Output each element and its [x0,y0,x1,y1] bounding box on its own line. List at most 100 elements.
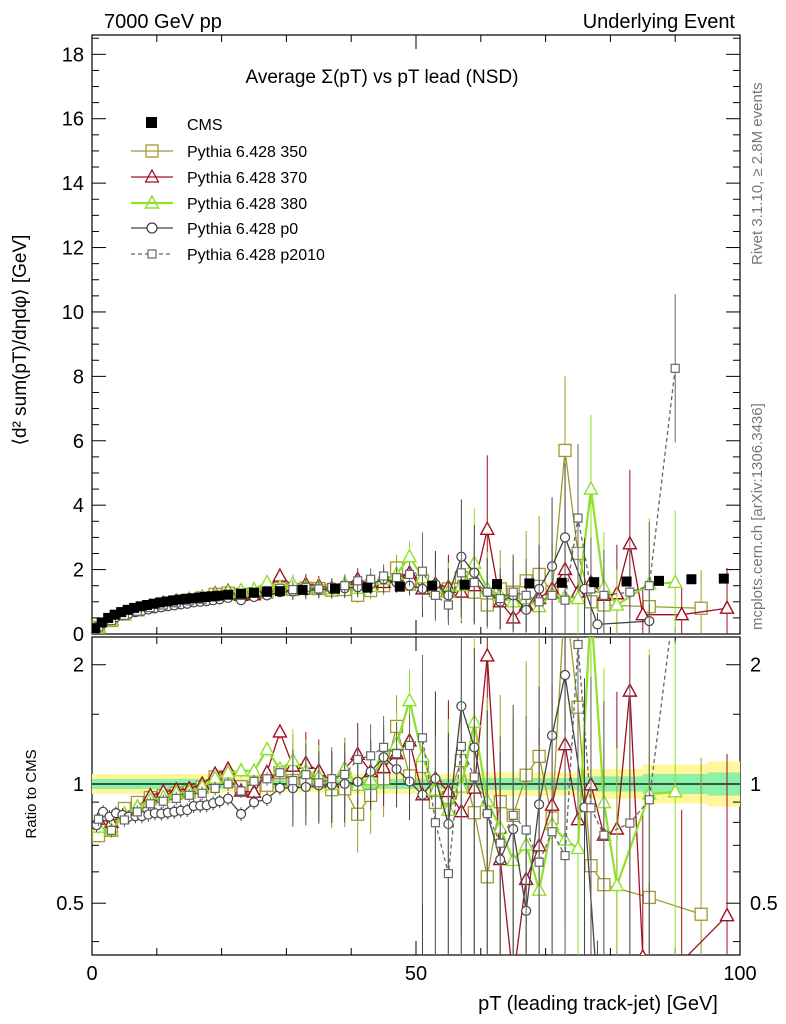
ratio-point-p2010 [547,827,557,837]
ratio-point-p0 [214,796,225,807]
point-370 [719,599,735,614]
legend-marker-380 [144,194,160,209]
point-cms [330,583,340,594]
mcplots-label: mcplots.cern.ch [arXiv:1306.3436] [749,403,766,630]
ratio-point-380 [233,762,249,777]
ratio-point-370 [479,647,495,662]
point-cms [200,591,211,602]
ratio-y-axis-label: Ratio to CMS [23,749,40,838]
point-p2010 [443,600,453,610]
point-p2010 [560,595,570,605]
point-380 [609,596,625,611]
ratio-point-p2010 [327,774,337,784]
ratio-point-p2010 [644,795,654,805]
ratio-point-p2010 [340,769,350,780]
point-p0 [592,619,603,630]
y-tick-label: 0 [73,624,84,646]
y-tick-label: 4 [73,495,84,517]
point-p2010 [379,571,389,581]
ratio-point-380 [570,839,586,855]
x-tick-label: 100 [723,963,756,985]
point-p2010 [482,587,492,597]
ratio-point-p2010 [119,815,130,825]
ratio-point-370 [639,948,647,955]
point-cms [122,604,133,615]
point-p0 [559,532,571,543]
point-380 [401,548,418,563]
ratio-y-tick-label-right: 2 [750,655,761,677]
legend-entry-370: Pythia 6.428 370 [187,170,307,187]
ratio-point-p2010 [171,793,181,804]
legend-entry-380: Pythia 6.428 380 [187,196,307,213]
ratio-point-p0 [261,793,273,805]
point-p2010 [391,573,402,583]
legend-marker-cms [146,117,157,128]
point-cms [236,588,247,599]
main-panel-series [92,294,735,634]
ratio-point-p2010 [301,770,311,780]
ratio-point-p2010 [625,818,635,828]
point-370 [674,606,690,621]
ratio-point-p0 [274,782,286,793]
ratio-y-tick-label: 2 [73,655,84,677]
ratio-point-p2010 [417,733,428,743]
ratio-point-p2010 [495,838,505,848]
point-cms [109,609,120,620]
point-cms [274,586,285,597]
point-p2010 [288,584,298,595]
ratio-panel-series [92,637,735,955]
legend-marker-p0 [146,222,158,234]
point-370 [479,520,495,536]
ratio-point-p2010 [184,790,194,800]
legend-entry-p0: Pythia 6.428 p0 [187,221,298,238]
point-cms [92,623,101,634]
point-cms [168,595,178,606]
point-p2010 [534,597,544,607]
y-tick-label: 14 [62,173,84,195]
chart-title: Average Σ(pT) vs pT lead (NSD) [246,67,519,88]
point-cms [155,597,166,608]
legend: CMS Pythia 6.428 350 Pythia 6.428 370 Py… [131,117,325,264]
point-cms [206,591,217,602]
ratio-point-p0 [248,797,260,808]
point-cms [142,600,153,611]
rivet-label: Rivet 3.1.10, ≥ 2.8M events [749,83,766,266]
ratio-point-p0 [559,669,571,681]
point-380 [667,574,683,589]
ratio-y-tick-label: 1 [73,774,84,796]
ratio-point-p2010 [145,799,155,809]
legend-marker-p2010 [147,249,157,259]
point-cms [621,576,632,587]
ratio-point-380 [401,692,418,707]
point-cms [718,573,729,584]
point-cms [161,596,172,607]
ratio-point-p2010 [456,741,466,751]
point-p2010 [366,574,376,584]
ratio-point-p2010 [430,818,441,828]
ratio-point-p2010 [132,807,142,817]
ratio-point-p2010 [391,749,402,759]
header-right: Underlying Event [583,11,736,33]
point-p2010 [469,577,479,588]
legend-entry-cms: CMS [187,117,223,134]
point-cms [524,578,535,589]
ratio-point-p2010 [223,779,233,789]
point-350 [558,443,572,458]
point-p2010 [521,590,531,600]
point-cms [148,598,159,609]
ratio-point-370 [680,953,683,955]
point-370 [635,606,651,621]
ratio-point-p0 [235,808,247,820]
point-cms [249,587,259,598]
ratio-point-p2010 [521,825,531,835]
ratio-point-p2010 [573,639,583,650]
ratio-point-370 [272,723,288,738]
point-p2010 [340,581,350,591]
point-cms [223,589,234,600]
ratio-point-p2010 [93,814,104,824]
point-p2010 [625,587,635,597]
point-cms [96,617,107,628]
ratio-point-p2010 [379,742,389,752]
ratio-point-p2010 [482,808,492,819]
